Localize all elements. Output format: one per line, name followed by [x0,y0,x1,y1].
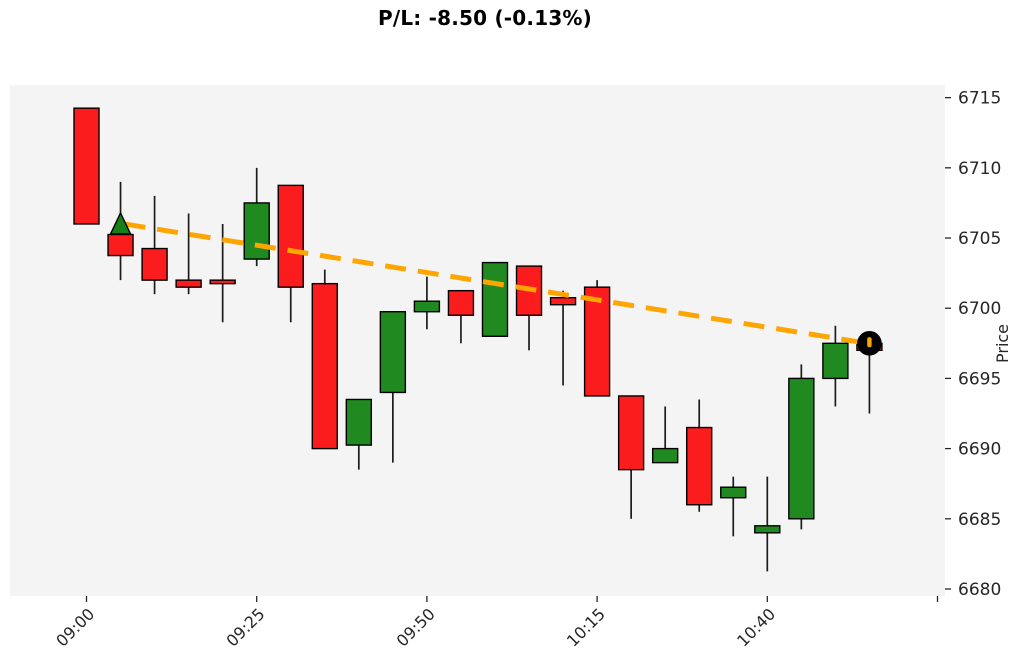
y-tick-label: 6685 [958,510,1001,530]
candle-body [73,107,100,225]
candle-body [209,279,236,285]
candle-body [617,395,645,471]
candle-body [754,525,781,534]
candle-body [175,279,202,288]
candle-body [107,233,134,257]
candle-body [549,296,577,306]
x-tick-label: 10:15 [563,604,609,650]
y-tick-label: 6700 [958,299,1001,319]
x-tick-label: 10:40 [733,604,779,650]
entry-marker-icon [109,211,132,235]
y-tick-label: 6690 [958,440,1001,460]
x-tick-label: 09:50 [393,604,439,650]
candle-body [345,398,373,446]
candle-body [651,447,679,464]
candle-body [311,282,338,450]
candle-body [788,377,815,520]
exit-marker-dot [867,337,872,348]
candle-body [686,426,713,506]
candle-body [413,300,441,313]
trend-line [124,221,868,346]
candle-body [243,202,270,260]
candle-body [379,311,407,394]
y-tick-label: 6715 [958,89,1001,109]
candle-body [822,342,849,380]
y-tick-label: 6705 [958,229,1001,249]
y-axis-label: Price [993,323,1012,363]
x-tick-label: 09:25 [222,604,268,650]
y-tick-label: 6695 [958,369,1001,389]
candle-body [720,486,747,499]
candle-body [481,261,509,337]
candle-body [141,247,168,281]
candle-body [277,184,304,288]
x-tick-label: 09:00 [52,604,98,650]
y-tick-label: 6680 [958,580,1001,600]
chart-title: P/L: -8.50 (-0.13%) [377,6,593,30]
y-tick-label: 6710 [958,159,1001,179]
candle-body [583,286,611,397]
candle-body [447,289,475,316]
